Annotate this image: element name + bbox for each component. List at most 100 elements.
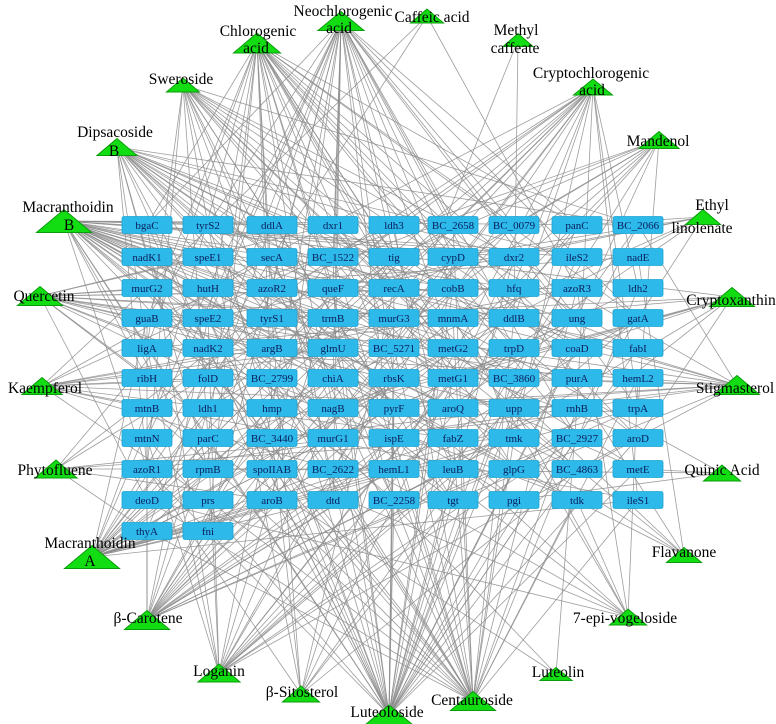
gene-node[interactable] [307,429,359,447]
gene-node[interactable] [182,309,234,327]
gene-node[interactable] [427,216,479,234]
gene-node[interactable] [488,399,540,417]
gene-node[interactable] [612,216,664,234]
gene-node[interactable] [427,339,479,357]
gene-node[interactable] [612,399,664,417]
gene-node[interactable] [368,279,420,297]
compound-node[interactable] [449,690,497,711]
gene-node[interactable] [246,491,298,509]
compound-node[interactable] [365,704,413,724]
gene-node[interactable] [121,460,173,478]
gene-node[interactable] [551,309,603,327]
gene-node[interactable] [307,279,359,297]
gene-node[interactable] [307,216,359,234]
compound-node[interactable] [713,374,761,395]
gene-node[interactable] [551,460,603,478]
gene-node[interactable] [182,369,234,387]
gene-node[interactable] [551,279,603,297]
gene-node[interactable] [427,248,479,266]
compound-node[interactable] [123,609,171,630]
gene-node[interactable] [121,279,173,297]
gene-node[interactable] [307,248,359,266]
gene-node[interactable] [246,309,298,327]
gene-node[interactable] [182,460,234,478]
gene-node[interactable] [121,339,173,357]
gene-node[interactable] [612,339,664,357]
compound-node[interactable] [665,546,703,563]
gene-node[interactable] [488,429,540,447]
compound-node[interactable] [281,685,321,703]
compound-node[interactable] [572,78,614,96]
gene-node[interactable] [246,216,298,234]
gene-node[interactable] [427,369,479,387]
compound-node[interactable] [608,608,648,626]
gene-node[interactable] [551,369,603,387]
gene-node[interactable] [121,216,173,234]
gene-node[interactable] [368,429,420,447]
gene-node[interactable] [551,248,603,266]
gene-node[interactable] [121,248,173,266]
gene-node[interactable] [368,248,420,266]
gene-node[interactable] [488,279,540,297]
gene-node[interactable] [427,460,479,478]
gene-node[interactable] [121,491,173,509]
gene-node[interactable] [182,339,234,357]
compound-node[interactable] [232,32,282,54]
gene-node[interactable] [612,491,664,509]
gene-node[interactable] [612,248,664,266]
gene-node[interactable] [182,279,234,297]
gene-node[interactable] [182,522,234,540]
gene-node[interactable] [612,369,664,387]
gene-node[interactable] [551,399,603,417]
compound-node[interactable] [409,8,445,24]
compound-node[interactable] [165,77,201,93]
gene-node[interactable] [488,339,540,357]
gene-node[interactable] [182,216,234,234]
compound-node[interactable] [35,208,93,233]
gene-node[interactable] [488,460,540,478]
compound-node[interactable] [196,663,242,683]
gene-node[interactable] [612,460,664,478]
gene-node[interactable] [368,460,420,478]
gene-node[interactable] [246,429,298,447]
gene-node[interactable] [612,309,664,327]
gene-node[interactable] [307,369,359,387]
gene-node[interactable] [612,429,664,447]
gene-node[interactable] [307,309,359,327]
compound-node[interactable] [538,666,574,681]
compound-node[interactable] [684,208,722,225]
gene-node[interactable] [246,460,298,478]
gene-node[interactable] [368,399,420,417]
gene-node[interactable] [427,309,479,327]
gene-node[interactable] [427,279,479,297]
gene-node[interactable] [121,369,173,387]
compound-node[interactable] [702,464,742,482]
gene-node[interactable] [182,491,234,509]
compound-node[interactable] [501,32,535,47]
gene-node[interactable] [488,369,540,387]
gene-node[interactable] [307,339,359,357]
gene-node[interactable] [246,339,298,357]
gene-node[interactable] [182,429,234,447]
gene-node[interactable] [368,491,420,509]
compound-node[interactable] [20,376,64,395]
gene-node[interactable] [551,429,603,447]
compound-node[interactable] [95,137,139,156]
gene-node[interactable] [368,339,420,357]
gene-node[interactable] [307,491,359,509]
gene-node[interactable] [121,522,173,540]
gene-node[interactable] [427,491,479,509]
gene-node[interactable] [488,309,540,327]
gene-node[interactable] [246,279,298,297]
compound-node[interactable] [637,130,681,149]
gene-node[interactable] [551,491,603,509]
gene-node[interactable] [368,309,420,327]
compound-node[interactable] [63,544,121,569]
gene-node[interactable] [121,309,173,327]
gene-node[interactable] [368,216,420,234]
gene-node[interactable] [246,248,298,266]
gene-node[interactable] [427,399,479,417]
compound-node[interactable] [33,459,79,479]
gene-node[interactable] [612,279,664,297]
gene-node[interactable] [368,369,420,387]
